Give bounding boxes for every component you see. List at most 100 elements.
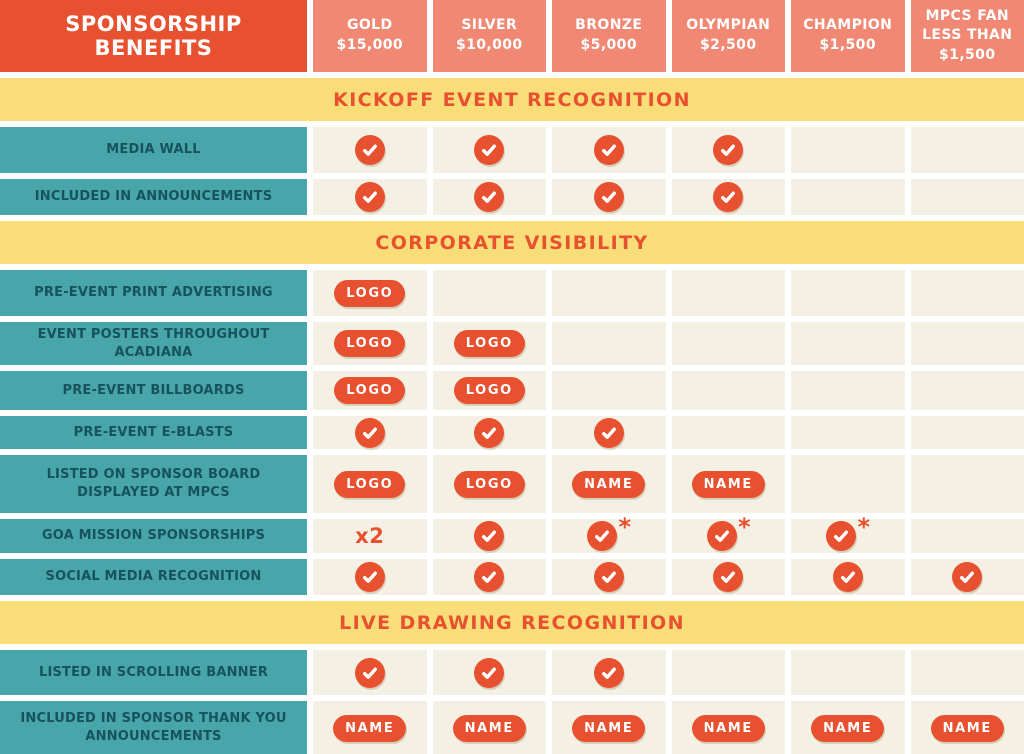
check-badge xyxy=(474,562,505,592)
table-title: SPONSORSHIP BENEFITS xyxy=(0,0,307,72)
tier-price: $2,500 xyxy=(700,37,757,53)
benefit-row: INCLUDED IN SPONSOR THANK YOU ANNOUNCEME… xyxy=(0,701,1024,754)
check-icon xyxy=(362,667,377,679)
logo-badge: LOGO xyxy=(453,470,525,498)
section-title: KICKOFF EVENT RECOGNITION xyxy=(333,88,691,111)
benefit-cell: NAME xyxy=(313,701,427,754)
benefit-cell xyxy=(432,559,546,595)
check-icon xyxy=(834,530,849,542)
benefit-label: PRE-EVENT PRINT ADVERTISING xyxy=(0,270,307,316)
logo-badge: LOGO xyxy=(334,279,406,307)
benefit-cell xyxy=(432,127,546,173)
benefit-cell: LOGO xyxy=(313,322,427,365)
tier-header-champion: CHAMPION $1,500 xyxy=(791,0,905,72)
benefit-cell: NAME xyxy=(552,455,666,513)
benefit-cell: NAME xyxy=(552,701,666,754)
benefit-cell xyxy=(552,416,666,449)
tier-name: GOLD xyxy=(346,17,393,34)
benefit-cell xyxy=(791,416,905,449)
benefit-cell: x2 xyxy=(313,519,427,553)
section-band: LIVE DRAWING RECOGNITION xyxy=(0,601,1024,644)
name-badge: NAME xyxy=(811,714,885,742)
tier-header-gold: GOLD $15,000 xyxy=(313,0,427,72)
check-icon xyxy=(601,427,616,439)
check-badge xyxy=(354,417,385,448)
tier-header-bronze: BRONZE $5,000 xyxy=(552,0,666,72)
benefit-row: INCLUDED IN ANNOUNCEMENTS xyxy=(0,179,1024,215)
benefit-cell xyxy=(671,322,785,365)
check-icon xyxy=(482,144,497,156)
check-badge xyxy=(354,562,385,592)
benefit-cell xyxy=(671,559,785,595)
check-badge xyxy=(587,521,618,551)
benefit-cell: LOGO xyxy=(313,270,427,316)
benefit-cell xyxy=(432,519,546,553)
benefit-cell xyxy=(313,650,427,695)
benefit-label: SOCIAL MEDIA RECOGNITION xyxy=(0,559,307,595)
benefit-cell xyxy=(432,650,546,695)
benefit-cell xyxy=(910,371,1024,410)
check-icon xyxy=(362,427,377,439)
tier-price: LESS THAN $1,500 xyxy=(922,27,1013,63)
check-icon xyxy=(362,144,377,156)
check-badge xyxy=(593,417,624,448)
benefit-row: PRE-EVENT PRINT ADVERTISING LOGO xyxy=(0,270,1024,316)
logo-badge: LOGO xyxy=(453,330,525,357)
tier-price: $5,000 xyxy=(580,37,637,53)
benefit-cell xyxy=(552,650,666,695)
name-badge: NAME xyxy=(452,714,526,742)
benefit-label: EVENT POSTERS THROUGHOUT ACADIANA xyxy=(0,322,307,365)
check-icon xyxy=(482,571,497,583)
benefit-cell xyxy=(313,559,427,595)
benefit-row: MEDIA WALL xyxy=(0,127,1024,173)
check-icon xyxy=(362,571,377,583)
check-badge xyxy=(474,417,505,448)
logo-badge: LOGO xyxy=(334,470,406,498)
benefit-cell xyxy=(552,559,666,595)
benefit-cell xyxy=(791,179,905,215)
check-badge xyxy=(593,657,624,688)
section-band: KICKOFF EVENT RECOGNITION xyxy=(0,78,1024,121)
tier-name: BRONZE xyxy=(575,17,643,34)
name-badge: NAME xyxy=(691,714,765,742)
benefit-cell xyxy=(552,270,666,316)
benefit-cell xyxy=(432,179,546,215)
benefit-row: LISTED IN SCROLLING BANNER xyxy=(0,650,1024,695)
benefit-cell xyxy=(671,371,785,410)
name-badge: NAME xyxy=(572,470,646,498)
check-icon xyxy=(601,571,616,583)
name-badge: NAME xyxy=(333,714,407,742)
check-icon xyxy=(482,667,497,679)
check-badge xyxy=(593,182,624,212)
tier-name: MPCS FAN xyxy=(925,7,1009,24)
benefit-cell xyxy=(671,270,785,316)
benefit-cell xyxy=(671,650,785,695)
benefit-row: PRE-EVENT E-BLASTS xyxy=(0,416,1024,449)
check-badge xyxy=(474,182,505,212)
tier-price: $10,000 xyxy=(455,37,523,53)
check-badge xyxy=(713,135,744,165)
benefit-cell: LOGO xyxy=(313,455,427,513)
check-icon xyxy=(601,191,616,203)
benefit-cell: NAME xyxy=(671,701,785,754)
benefit-row: SOCIAL MEDIA RECOGNITION xyxy=(0,559,1024,595)
benefit-cell xyxy=(432,270,546,316)
benefit-cell xyxy=(552,179,666,215)
benefit-cell xyxy=(791,270,905,316)
header-row: SPONSORSHIP BENEFITS GOLD $15,000 SILVER… xyxy=(0,0,1024,72)
tier-price: $1,500 xyxy=(819,37,876,53)
benefit-cell xyxy=(671,127,785,173)
check-icon xyxy=(721,191,736,203)
check-icon xyxy=(714,530,729,542)
benefit-cell xyxy=(791,559,905,595)
benefit-cell xyxy=(791,127,905,173)
benefit-cell xyxy=(552,127,666,173)
check-badge xyxy=(474,521,505,551)
check-icon xyxy=(362,191,377,203)
benefit-cell xyxy=(313,416,427,449)
benefit-label: MEDIA WALL xyxy=(0,127,307,173)
benefit-cell xyxy=(552,371,666,410)
check-icon xyxy=(595,530,610,542)
benefit-cell xyxy=(432,416,546,449)
